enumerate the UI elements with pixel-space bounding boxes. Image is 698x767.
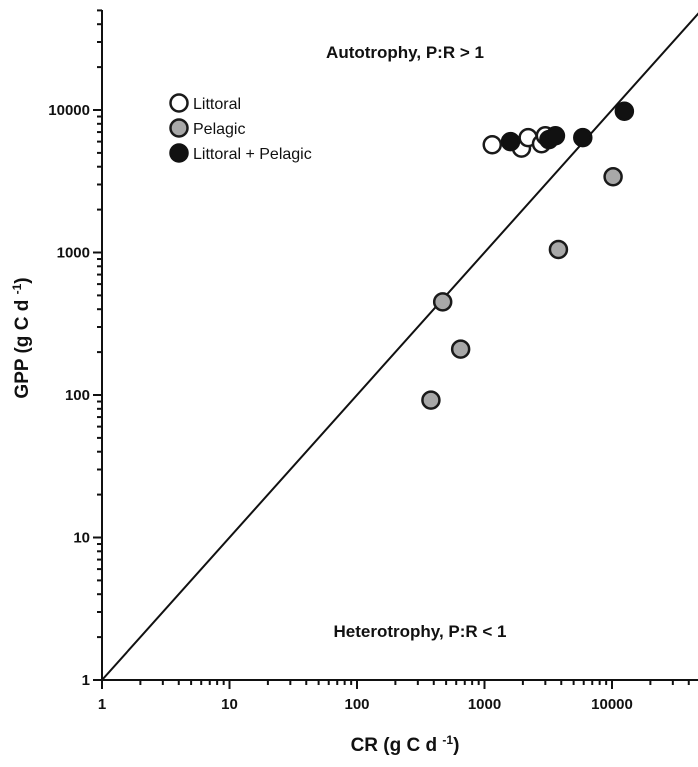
legend-label-littoral-pelagic: Littoral + Pelagic: [193, 146, 312, 163]
point-pelagic: [421, 390, 441, 410]
legend-label-littoral: Littoral: [193, 96, 241, 113]
point-littoral-pelagic: [545, 125, 566, 146]
legend-label-pelagic: Pelagic: [193, 121, 245, 138]
x-axis-title: CR (g C d -1): [351, 733, 460, 756]
y-tick-label: 1000: [57, 245, 90, 262]
point-littoral-pelagic: [500, 131, 521, 152]
point-pelagic: [603, 167, 623, 187]
x-tick-label: 10000: [591, 696, 633, 713]
point-pelagic: [548, 239, 569, 260]
x-axis-ticks: 1 10 100 1000 10000: [98, 680, 690, 713]
legend: Littoral Pelagic Littoral + Pelagic: [169, 93, 312, 163]
y-axis-title: GPP (g C d -1): [10, 277, 33, 398]
point-littoral-pelagic: [573, 127, 593, 148]
unit-close-paren: ): [453, 735, 459, 756]
y-tick-label: 100: [65, 387, 90, 404]
annotation-autotrophy: Autotrophy, P:R > 1: [326, 43, 484, 62]
x-tick-label: 10: [221, 696, 238, 713]
point-pelagic: [450, 339, 471, 359]
legend-marker-littoral: [169, 93, 189, 113]
y-axis-ticks: 1 10 100 1000 10000: [48, 9, 102, 689]
annotation-heterotrophy: Heterotrophy, P:R < 1: [333, 622, 506, 641]
y-tick-label: 10000: [48, 102, 90, 119]
y-axis-title-base: GPP (g C d: [12, 300, 33, 399]
y-tick-label: 1: [82, 672, 90, 689]
x-tick-label: 1000: [468, 696, 501, 713]
x-tick-label: 1: [98, 696, 106, 713]
x-axis-title-base: CR (g C d: [351, 735, 438, 756]
unit-superscript: -1: [10, 283, 24, 294]
legend-marker-pelagic: [169, 118, 189, 138]
point-littoral: [482, 135, 502, 155]
unit-superscript: -1: [442, 733, 453, 747]
axes: 1 10 100 1000 10000 1 10 100 1000 10000: [48, 9, 698, 713]
point-pelagic: [432, 292, 453, 312]
point-littoral-pelagic: [614, 101, 635, 122]
data-points: [421, 101, 635, 410]
y-tick-label: 10: [73, 530, 90, 547]
legend-marker-littoral-pelagic: [169, 143, 189, 163]
x-tick-label: 100: [344, 696, 369, 713]
one-to-one-reference-line: [101, 12, 698, 681]
unit-close-paren: ): [12, 277, 33, 283]
